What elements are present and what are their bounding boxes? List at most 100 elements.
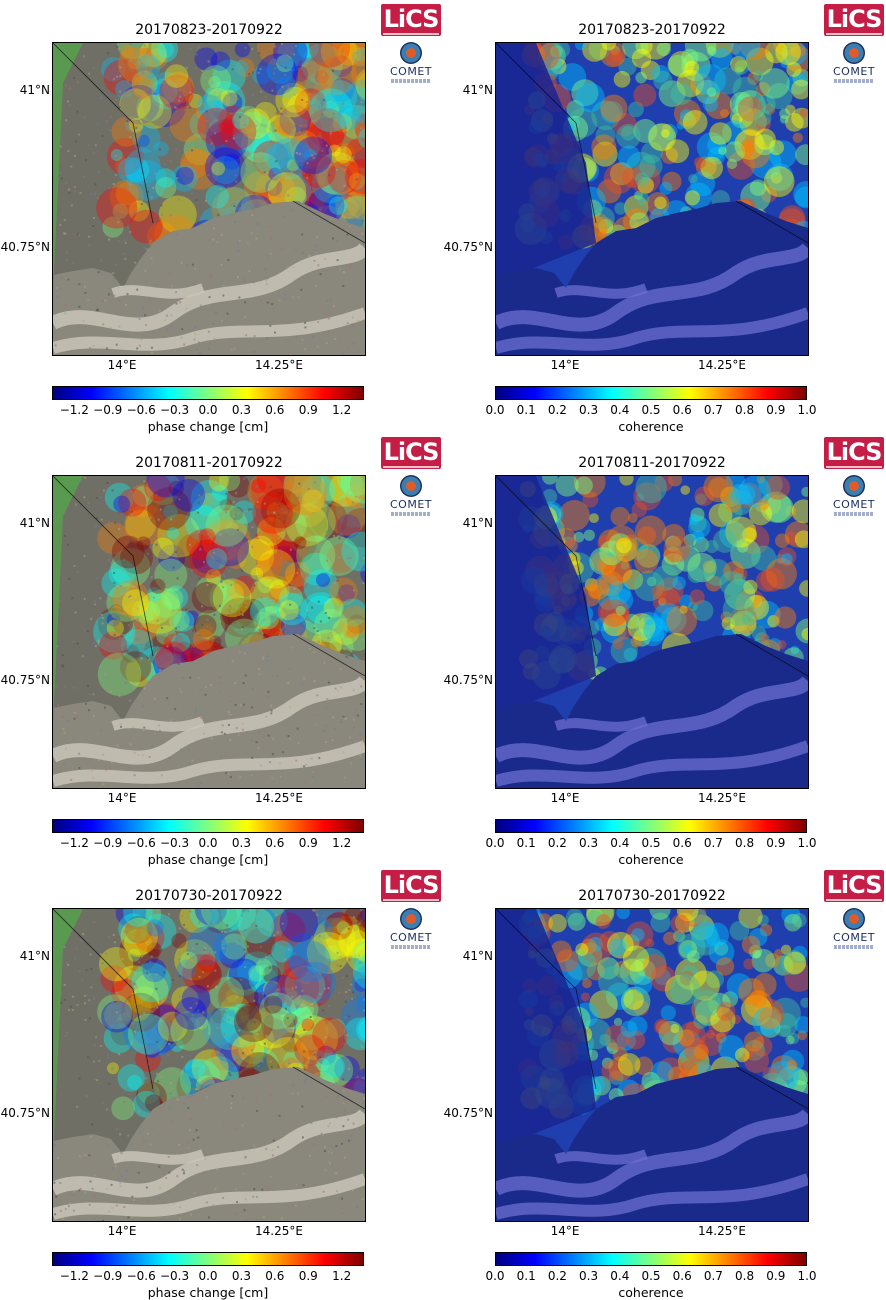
colorbar bbox=[495, 1252, 807, 1266]
colorbar-tick-label: −1.2 bbox=[60, 836, 89, 850]
y-tick-label: 41°N bbox=[443, 83, 493, 97]
comet-logo-subtitle bbox=[834, 79, 874, 83]
comet-logo-subtitle bbox=[834, 945, 874, 949]
colorbar-tick-label: −0.9 bbox=[93, 1269, 122, 1283]
y-tick-label: 40.75°N bbox=[0, 240, 50, 254]
y-tick-label: 40.75°N bbox=[443, 1106, 493, 1120]
colorbar bbox=[495, 819, 807, 833]
lics-logo-text: LiCS bbox=[827, 438, 882, 466]
colorbar-label: coherence bbox=[495, 1285, 807, 1300]
colorbar-tick-label: −0.3 bbox=[160, 836, 189, 850]
colorbar-tick-label: 0.7 bbox=[704, 1269, 723, 1283]
colorbar-tick-label: 0.3 bbox=[232, 1269, 251, 1283]
y-tick-label: 40.75°N bbox=[443, 240, 493, 254]
lics-logo: LiCS bbox=[824, 437, 884, 469]
phase-map bbox=[52, 42, 366, 356]
colorbar bbox=[52, 819, 364, 833]
colorbar-tick-label: −0.6 bbox=[127, 1269, 156, 1283]
colorbar-tick-label: 1.0 bbox=[797, 836, 816, 850]
logo-block: LiCS COMET bbox=[381, 870, 441, 949]
x-tick-label: 14.25°E bbox=[698, 1224, 746, 1238]
phase-map bbox=[52, 908, 366, 1222]
colorbar-tick-label: 0.6 bbox=[265, 403, 284, 417]
comet-logo-icon bbox=[400, 908, 422, 930]
colorbar-tick-label: 0.0 bbox=[198, 1269, 217, 1283]
comet-logo-text: COMET bbox=[381, 498, 441, 511]
colorbar-tick-label: 1.2 bbox=[332, 836, 351, 850]
logo-block: LiCS COMET bbox=[824, 437, 884, 516]
colorbar-tick-label: −0.3 bbox=[160, 403, 189, 417]
colorbar-tick-label: 0.6 bbox=[673, 836, 692, 850]
comet-logo-subtitle bbox=[834, 512, 874, 516]
comet-logo-subtitle bbox=[391, 945, 431, 949]
map-image bbox=[496, 476, 808, 788]
comet-logo-text: COMET bbox=[381, 931, 441, 944]
map-image bbox=[53, 476, 365, 788]
chart-title: 20170811-20170922 bbox=[495, 455, 809, 471]
colorbar-tick-label: 0.2 bbox=[548, 836, 567, 850]
colorbar-label: coherence bbox=[495, 419, 807, 434]
colorbar-tick-label: 1.0 bbox=[797, 403, 816, 417]
colorbar-tick-label: 0.1 bbox=[517, 836, 536, 850]
x-tick-label: 14.25°E bbox=[698, 358, 746, 372]
x-tick-label: 14.25°E bbox=[698, 791, 746, 805]
lics-logo-text: LiCS bbox=[827, 871, 882, 899]
colorbar-tick-label: −0.3 bbox=[160, 1269, 189, 1283]
comet-logo-subtitle bbox=[391, 512, 431, 516]
colorbar-tick-label: 0.0 bbox=[485, 836, 504, 850]
map-image bbox=[53, 909, 365, 1221]
colorbar-tick-label: −0.6 bbox=[127, 403, 156, 417]
y-tick-label: 41°N bbox=[0, 516, 50, 530]
chart-title: 20170730-20170922 bbox=[495, 888, 809, 904]
map-image bbox=[496, 43, 808, 355]
chart-title: 20170730-20170922 bbox=[52, 888, 366, 904]
logo-block: LiCS COMET bbox=[381, 437, 441, 516]
colorbar-tick-label: 0.3 bbox=[232, 403, 251, 417]
colorbar-label: phase change [cm] bbox=[52, 852, 364, 867]
chart-title: 20170811-20170922 bbox=[52, 455, 366, 471]
colorbar-tick-label: 0.9 bbox=[766, 1269, 785, 1283]
colorbar-tick-label: 0.8 bbox=[735, 403, 754, 417]
colorbar bbox=[495, 386, 807, 400]
comet-logo-icon bbox=[843, 908, 865, 930]
colorbar-tick-label: 0.0 bbox=[198, 836, 217, 850]
chart-title: 20170823-20170922 bbox=[495, 22, 809, 38]
coherence-map bbox=[495, 475, 809, 789]
colorbar-tick-label: 0.0 bbox=[485, 1269, 504, 1283]
chart-title: 20170823-20170922 bbox=[52, 22, 366, 38]
comet-logo-icon bbox=[843, 475, 865, 497]
lics-logo: LiCS bbox=[824, 870, 884, 902]
lics-logo: LiCS bbox=[381, 4, 441, 36]
colorbar-tick-label: 0.2 bbox=[548, 1269, 567, 1283]
comet-logo-icon bbox=[843, 42, 865, 64]
comet-logo-icon bbox=[400, 475, 422, 497]
logo-block: LiCS COMET bbox=[824, 870, 884, 949]
colorbar-tick-label: 1.0 bbox=[797, 1269, 816, 1283]
colorbar-tick-label: 0.8 bbox=[735, 836, 754, 850]
colorbar-tick-label: 0.6 bbox=[673, 1269, 692, 1283]
colorbar-label: coherence bbox=[495, 852, 807, 867]
colorbar-tick-label: 1.2 bbox=[332, 403, 351, 417]
colorbar-tick-label: 0.3 bbox=[579, 403, 598, 417]
colorbar-tick-label: 0.4 bbox=[610, 1269, 629, 1283]
comet-logo-text: COMET bbox=[381, 65, 441, 78]
colorbar-tick-label: 0.7 bbox=[704, 403, 723, 417]
y-tick-label: 40.75°N bbox=[443, 673, 493, 687]
colorbar-tick-label: 0.3 bbox=[579, 1269, 598, 1283]
colorbar-tick-label: 0.8 bbox=[735, 1269, 754, 1283]
comet-logo-icon bbox=[400, 42, 422, 64]
coherence-map bbox=[495, 42, 809, 356]
colorbar-tick-label: 0.6 bbox=[673, 403, 692, 417]
colorbar-tick-label: 0.9 bbox=[766, 836, 785, 850]
colorbar-tick-label: 0.2 bbox=[548, 403, 567, 417]
colorbar-tick-label: 0.1 bbox=[517, 403, 536, 417]
